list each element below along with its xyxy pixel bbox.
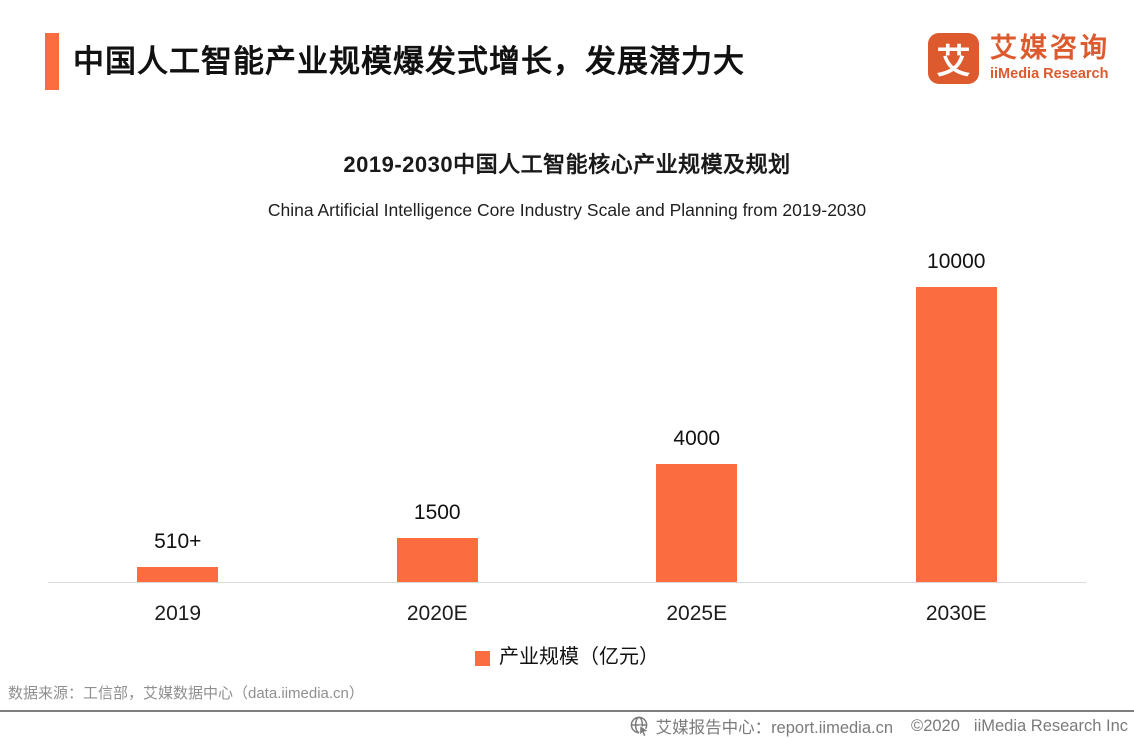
header: 中国人工智能产业规模爆发式增长，发展潜力大 艾 艾媒咨询 iiMedia Res… bbox=[45, 33, 1110, 90]
bar bbox=[137, 567, 219, 582]
x-axis-label: 2030E bbox=[925, 602, 987, 625]
data-source-note: 数据来源：工信部，艾媒数据中心（data.iimedia.cn） bbox=[8, 685, 364, 702]
bar bbox=[915, 287, 997, 582]
bar-column: 1500 bbox=[308, 501, 568, 582]
bar-value-label: 1500 bbox=[413, 501, 461, 524]
bar-value-label: 10000 bbox=[927, 250, 986, 273]
x-axis-labels-row: 2019 2020E 2025E 2030E bbox=[48, 601, 1086, 627]
report-center-link: 艾媒报告中心：report.iimedia.cn bbox=[655, 719, 894, 737]
logo-name-en: iiMedia Research bbox=[990, 66, 1109, 82]
chart-title: 2019-2030中国人工智能核心产业规模及规划 bbox=[343, 152, 791, 177]
logo-name-cn: 艾媒咨询 bbox=[990, 33, 1110, 63]
copyright-text: ©2020 bbox=[911, 716, 960, 735]
bar-chart-plot-area: 510+ 1500 4000 10000 bbox=[48, 240, 1086, 583]
x-axis-label: 2025E bbox=[666, 602, 728, 625]
bar-column: 4000 bbox=[567, 427, 827, 582]
bar-value-label: 4000 bbox=[673, 427, 721, 450]
bar-column: 10000 bbox=[827, 250, 1087, 582]
logo-text: 艾媒咨询 iiMedia Research bbox=[990, 33, 1110, 83]
bar bbox=[396, 538, 478, 582]
legend-label: 产业规模（亿元） bbox=[499, 646, 659, 668]
x-axis-label: 2020E bbox=[406, 602, 468, 625]
title-accent-bar bbox=[45, 33, 59, 90]
globe-cursor-icon bbox=[630, 716, 650, 737]
bar bbox=[656, 464, 738, 582]
x-axis-label: 2019 bbox=[154, 602, 202, 625]
chart-legend: 产业规模（亿元） bbox=[0, 645, 1134, 669]
legend-color-swatch bbox=[475, 650, 490, 666]
iimedia-logo: 艾 艾媒咨询 iiMedia Research bbox=[928, 33, 1110, 84]
chart-subtitle: China Artificial Intelligence Core Indus… bbox=[267, 200, 867, 220]
page-title: 中国人工智能产业规模爆发式增长，发展潜力大 bbox=[73, 44, 745, 79]
iimedia-logo-icon: 艾 bbox=[928, 33, 979, 84]
report-footer-bar: 艾媒报告中心：report.iimedia.cn ©2020 iiMedia R… bbox=[0, 710, 1134, 738]
company-name: iiMedia Research Inc bbox=[973, 716, 1128, 735]
bar-column: 510+ bbox=[48, 530, 308, 582]
bar-value-label: 510+ bbox=[154, 530, 202, 553]
